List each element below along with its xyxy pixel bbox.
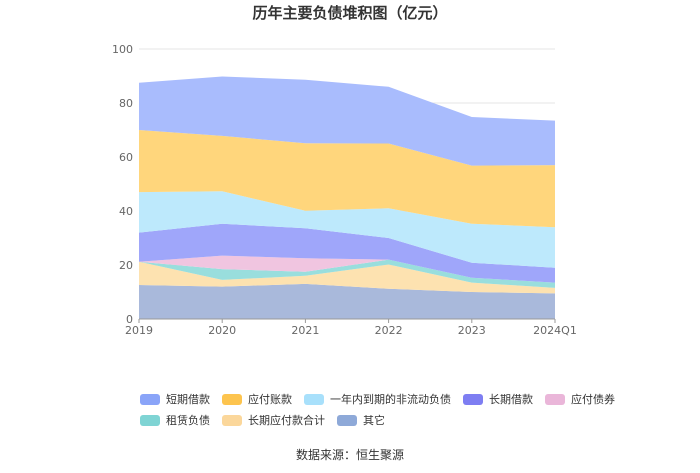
- x-tick-label: 2021: [291, 324, 319, 337]
- legend-row: 租赁负债 长期应付款合计 其它: [140, 410, 610, 430]
- legend-item[interactable]: 其它: [337, 412, 385, 428]
- x-tick-label: 2019: [125, 324, 153, 337]
- legend-label: 长期借款: [489, 393, 533, 406]
- legend-item[interactable]: 一年内到期的非流动负债: [304, 391, 451, 407]
- legend-label: 租赁负债: [166, 414, 210, 427]
- x-tick-label: 2022: [375, 324, 403, 337]
- x-tick-label: 2020: [208, 324, 236, 337]
- y-tick-label: 60: [119, 151, 133, 164]
- legend-swatch: [337, 414, 357, 426]
- legend-label: 短期借款: [166, 393, 210, 406]
- legend-item[interactable]: 短期借款: [140, 391, 210, 407]
- area-series-group: [139, 76, 555, 319]
- area-series-1: [139, 261, 555, 294]
- area-series-0: [139, 283, 555, 319]
- chart-title: 历年主要负债堆积图（亿元）: [252, 4, 448, 22]
- legend-item[interactable]: 应付债券: [545, 391, 615, 407]
- legend-label: 长期应付款合计: [248, 414, 325, 427]
- legend-item[interactable]: 长期借款: [463, 391, 533, 407]
- legend-swatch: [463, 393, 483, 405]
- legend-label: 应付账款: [248, 393, 292, 406]
- legend-item[interactable]: 租赁负债: [140, 412, 210, 428]
- y-tick-label: 100: [112, 43, 133, 56]
- legend-label: 一年内到期的非流动负债: [330, 393, 451, 406]
- y-tick-label: 20: [119, 259, 133, 272]
- x-tick-label: 2023: [458, 324, 486, 337]
- area-series-7: [139, 76, 555, 166]
- legend-swatch: [222, 393, 242, 405]
- area-series-4: [139, 223, 555, 283]
- legend-swatch: [545, 393, 565, 405]
- y-tick-label: 0: [126, 313, 133, 326]
- legend-label: 其它: [363, 414, 385, 427]
- legend-swatch: [222, 414, 242, 426]
- legend-swatch: [304, 393, 324, 405]
- area-series-6: [139, 130, 555, 228]
- y-tick-label: 40: [119, 205, 133, 218]
- legend: 短期借款 应付账款 一年内到期的非流动负债 长期借款 应付债券 租赁负债 长期应付款合计 其…: [140, 389, 615, 431]
- y-tick-label: 80: [119, 97, 133, 110]
- axes: 0 20 40 60 80 100 2019 2020 2021 2022 2023 2024Q1: [112, 43, 577, 337]
- legend-swatch: [140, 414, 160, 426]
- area-series-3: [139, 255, 555, 283]
- legend-swatch: [140, 393, 160, 405]
- data-source-note: 数据来源：恒生聚源: [295, 448, 404, 462]
- legend-label: 应付债券: [571, 393, 615, 406]
- legend-item[interactable]: 长期应付款合计: [222, 412, 325, 428]
- area-series-5: [139, 191, 555, 268]
- legend-row: 短期借款 应付账款 一年内到期的非流动负债 长期借款 应付债券: [140, 389, 615, 409]
- legend-item[interactable]: 应付账款: [222, 391, 292, 407]
- x-tick-label: 2024Q1: [533, 324, 577, 337]
- area-series-2: [139, 259, 555, 288]
